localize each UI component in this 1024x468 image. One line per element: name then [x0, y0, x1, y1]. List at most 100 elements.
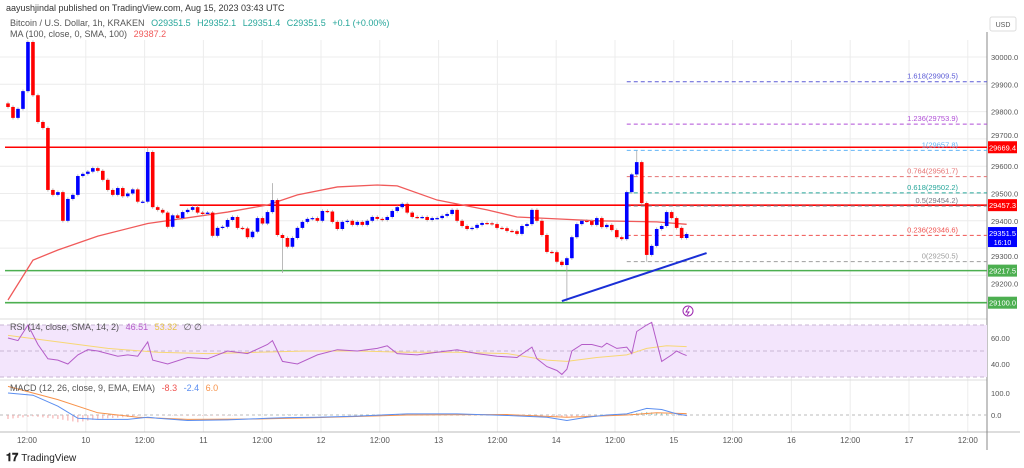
candle[interactable] [145, 152, 150, 202]
candle[interactable] [220, 226, 225, 229]
currency-box[interactable] [989, 16, 1017, 32]
candle[interactable] [230, 216, 235, 220]
candle[interactable] [165, 212, 170, 227]
candle[interactable] [485, 222, 489, 225]
candle[interactable] [400, 203, 405, 208]
candle[interactable] [135, 189, 140, 202]
candle[interactable] [525, 224, 529, 226]
candle[interactable] [215, 227, 220, 236]
candle[interactable] [155, 207, 160, 210]
candle[interactable] [340, 221, 345, 229]
candle[interactable] [580, 220, 584, 225]
macd-legend[interactable]: MACD (12, 26, close, 9, EMA, EMA) -8.3 -… [10, 383, 222, 393]
candle[interactable] [66, 198, 70, 221]
tradingview-logo[interactable]: 𝟏𝟕 TradingView [6, 452, 76, 465]
candle[interactable] [210, 212, 215, 236]
candle[interactable] [575, 224, 579, 238]
candle[interactable] [365, 220, 370, 225]
candle[interactable] [560, 261, 564, 266]
candle[interactable] [679, 227, 684, 238]
candle[interactable] [240, 227, 245, 230]
candle[interactable] [669, 212, 674, 219]
candle[interactable] [375, 216, 380, 219]
candle[interactable] [86, 171, 90, 174]
candle[interactable] [659, 225, 664, 229]
trendline[interactable] [561, 252, 707, 303]
candle[interactable] [6, 103, 10, 107]
candle[interactable] [160, 209, 165, 213]
candle[interactable] [380, 218, 385, 221]
candle[interactable] [605, 224, 609, 228]
candle[interactable] [540, 220, 544, 235]
candle[interactable] [285, 237, 290, 247]
candle[interactable] [385, 216, 390, 220]
candle[interactable] [495, 224, 499, 228]
candle[interactable] [624, 192, 629, 240]
candle[interactable] [515, 231, 519, 234]
candle[interactable] [310, 218, 315, 220]
candle[interactable] [475, 224, 479, 228]
candle[interactable] [435, 218, 439, 220]
candle[interactable] [175, 215, 180, 219]
candle[interactable] [545, 234, 549, 252]
candle[interactable] [350, 220, 355, 225]
candle[interactable] [125, 193, 130, 197]
candle[interactable] [480, 222, 484, 225]
candle[interactable] [185, 209, 190, 213]
candle[interactable] [330, 211, 335, 222]
candle[interactable] [674, 218, 679, 228]
candle[interactable] [395, 207, 400, 211]
candle[interactable] [106, 179, 110, 190]
candle[interactable] [649, 245, 654, 255]
candle[interactable] [490, 223, 494, 225]
candle[interactable] [410, 212, 414, 217]
candle[interactable] [190, 207, 195, 210]
ma-legend[interactable]: MA (100, close, 0, SMA, 100) 29387.2 [10, 29, 170, 39]
candle[interactable] [170, 215, 175, 227]
candle[interactable] [619, 237, 624, 240]
candle[interactable] [644, 203, 649, 255]
candle[interactable] [205, 212, 210, 214]
candle[interactable] [585, 220, 589, 222]
candle[interactable] [245, 228, 250, 238]
candle[interactable] [639, 162, 644, 204]
candle[interactable] [16, 108, 20, 118]
candle[interactable] [305, 218, 310, 222]
candle[interactable] [360, 221, 365, 225]
candle[interactable] [120, 188, 125, 197]
candle[interactable] [115, 188, 120, 195]
candle[interactable] [520, 225, 524, 234]
candle[interactable] [460, 220, 464, 226]
candle[interactable] [320, 210, 325, 221]
candle[interactable] [425, 216, 429, 220]
candle[interactable] [46, 127, 50, 190]
candle[interactable] [455, 209, 459, 221]
candle[interactable] [450, 209, 454, 214]
candle[interactable] [595, 218, 599, 225]
candle[interactable] [76, 176, 80, 195]
candle[interactable] [609, 224, 614, 231]
candle[interactable] [420, 216, 424, 219]
candle[interactable] [430, 218, 434, 220]
candle[interactable] [565, 258, 569, 266]
candle[interactable] [61, 192, 65, 221]
candle[interactable] [684, 234, 689, 238]
candle[interactable] [535, 209, 539, 221]
candle[interactable] [590, 221, 594, 225]
candle[interactable] [405, 203, 409, 213]
candle[interactable] [81, 173, 85, 177]
candle[interactable] [300, 221, 305, 228]
candle[interactable] [71, 194, 75, 199]
candle[interactable] [614, 230, 619, 238]
candle[interactable] [470, 227, 474, 230]
candle[interactable] [11, 106, 15, 118]
candle[interactable] [180, 212, 185, 219]
candle[interactable] [265, 212, 270, 224]
candle[interactable] [530, 209, 534, 225]
candle[interactable] [260, 218, 265, 224]
chart-canvas[interactable]: 12:00 10 12:00 11 12:00 12 12:00 13 12:00 14 12:00… [0, 0, 1024, 450]
candle[interactable] [465, 225, 469, 229]
candle[interactable] [550, 251, 554, 254]
candle[interactable] [634, 162, 639, 175]
candle[interactable] [91, 168, 95, 172]
